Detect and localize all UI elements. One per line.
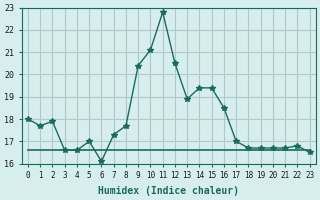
X-axis label: Humidex (Indice chaleur): Humidex (Indice chaleur): [98, 186, 239, 196]
